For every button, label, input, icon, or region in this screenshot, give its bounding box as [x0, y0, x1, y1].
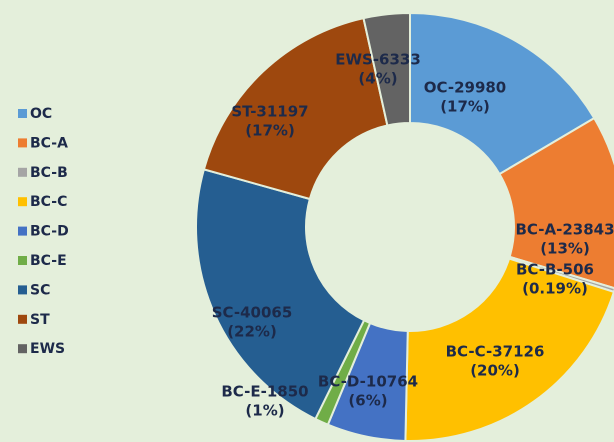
legend-swatch: [18, 226, 27, 236]
data-label: EWS-6333: [335, 51, 421, 69]
data-label: OC-29980: [424, 79, 507, 97]
legend-label: ST: [30, 312, 50, 328]
data-label: ST-31197: [231, 103, 308, 121]
legend-label: BC-A: [30, 135, 68, 151]
percentage-label: (13%): [540, 240, 590, 258]
percentage-label: (0.19%): [522, 280, 588, 298]
percentage-label: (4%): [358, 70, 397, 88]
legend-label: BC-E: [30, 253, 67, 269]
legend-label: BC-D: [30, 224, 69, 240]
legend-label: EWS: [30, 341, 65, 357]
legend-label: BC-B: [30, 165, 68, 181]
donut-segment: [195, 168, 366, 421]
legend-swatch: [18, 138, 27, 148]
legend-swatch: [18, 256, 27, 265]
percentage-label: (22%): [227, 323, 277, 341]
donut-segment: [404, 257, 614, 442]
data-label: SC-40065: [212, 304, 293, 322]
legend-label: BC-C: [30, 194, 67, 210]
legend-swatch: [18, 109, 27, 118]
donut-segment: [202, 16, 389, 201]
donut-segment: [409, 11, 596, 176]
data-label: BC-A-23843: [515, 221, 614, 239]
data-label: BC-C-37126: [446, 343, 545, 361]
legend-swatch: [18, 344, 27, 354]
data-label: BC-D-10764: [318, 373, 418, 391]
percentage-label: (6%): [348, 392, 387, 410]
data-label: BC-E-1850: [221, 383, 308, 401]
percentage-label: (17%): [245, 122, 295, 140]
legend-label: OC: [30, 106, 52, 122]
legend-swatch: [18, 285, 27, 295]
legend-label: SC: [30, 282, 50, 298]
percentage-label: (20%): [470, 362, 520, 380]
percentage-label: (17%): [440, 98, 490, 116]
legend-swatch: [18, 314, 27, 324]
donut-segment: [362, 11, 411, 127]
legend-swatch: [18, 197, 27, 207]
donut-segment: [498, 116, 614, 290]
data-label: BC-B-506: [516, 261, 594, 279]
legend-swatch: [18, 167, 27, 177]
percentage-label: (1%): [245, 402, 284, 420]
